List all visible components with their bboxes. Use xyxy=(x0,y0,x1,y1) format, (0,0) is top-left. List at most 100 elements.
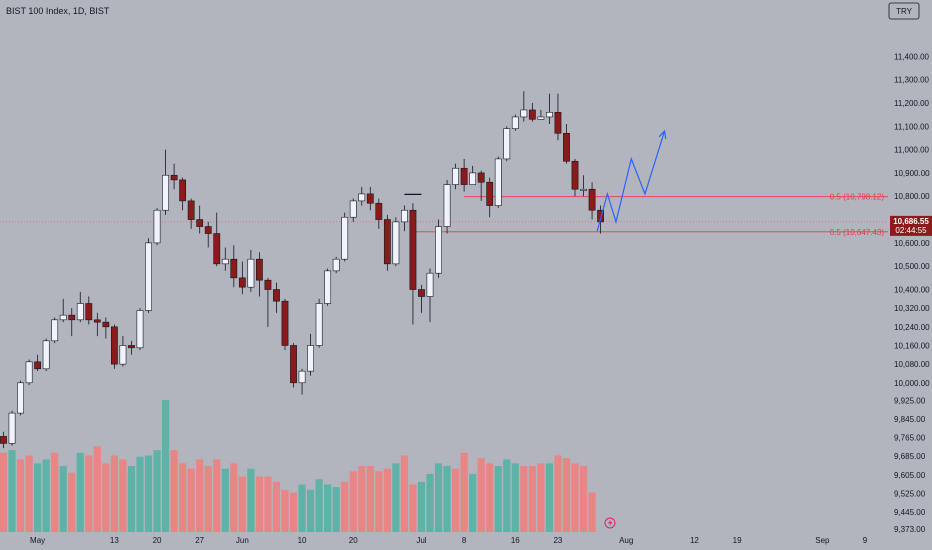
candle-down xyxy=(93,312,101,337)
projection-path xyxy=(596,129,667,232)
time-axis[interactable]: May 13 20 27 Jun 10 20 Jul 8 16 23 Aug 12 19 Sep 9 xyxy=(30,536,868,545)
candle-body xyxy=(494,158,502,206)
candle-body xyxy=(307,345,314,372)
candle-down xyxy=(68,308,76,337)
candle-body xyxy=(76,303,84,321)
candle-down xyxy=(409,203,417,325)
volume-bar xyxy=(409,484,417,532)
candle-body xyxy=(187,200,195,220)
volume-bar xyxy=(25,455,33,532)
volume-bar xyxy=(392,463,400,532)
volume-bar xyxy=(8,450,16,532)
candle-body xyxy=(255,258,263,281)
candle-body xyxy=(469,172,477,185)
volume-bar xyxy=(16,459,25,532)
volume-bar xyxy=(247,468,255,532)
volume-bar xyxy=(579,466,588,532)
volume-bar xyxy=(588,492,596,532)
y-tick-label: 11,400.00 xyxy=(894,52,930,61)
candle-down xyxy=(170,163,178,190)
volume-bar xyxy=(554,455,562,532)
candle-body xyxy=(315,303,323,346)
candle-up xyxy=(580,175,587,197)
volume-bar xyxy=(528,466,536,532)
candle-body xyxy=(110,326,118,365)
y-tick-label: 11,100.00 xyxy=(894,122,930,131)
volume-bar xyxy=(272,481,281,532)
candle-up xyxy=(341,212,349,262)
projection-arrowhead xyxy=(658,129,667,139)
y-tick-label: 10,080.00 xyxy=(894,360,930,369)
candle-body xyxy=(42,340,50,370)
volume-bar xyxy=(315,479,323,532)
candle-down xyxy=(290,343,297,388)
candle-body xyxy=(238,277,246,288)
candle-up xyxy=(17,380,24,416)
candle-up xyxy=(503,126,511,162)
x-tick-label: Sep xyxy=(815,536,830,545)
candle-body xyxy=(554,111,562,134)
candle-down xyxy=(418,284,425,313)
volume-bar xyxy=(238,476,246,532)
candle-up xyxy=(349,198,357,222)
volume-bar xyxy=(545,463,554,532)
volume-bar xyxy=(187,468,195,532)
candle-up xyxy=(25,359,33,386)
candle-body xyxy=(281,300,289,346)
volume-bar xyxy=(221,468,229,532)
candle-down xyxy=(588,182,596,220)
candle-up xyxy=(42,338,50,372)
currency-button[interactable]: TRY xyxy=(888,2,920,20)
candle-body xyxy=(383,219,391,265)
volume-bar xyxy=(434,463,443,532)
candle-body xyxy=(85,303,93,321)
candle-up xyxy=(358,186,366,206)
lightning-icon[interactable] xyxy=(604,517,616,529)
volume-bar xyxy=(119,459,127,532)
x-tick-label: 16 xyxy=(511,536,520,545)
volume-bar xyxy=(511,463,519,532)
candle-body xyxy=(273,289,280,302)
candle-down xyxy=(196,205,204,234)
candle-up xyxy=(392,217,400,267)
currency-label: TRY xyxy=(896,7,913,16)
candle-body xyxy=(204,226,212,234)
volume-bar xyxy=(196,459,204,532)
volume-bar xyxy=(520,466,528,532)
candle-body xyxy=(290,345,297,384)
y-tick-label: 9,845.00 xyxy=(894,415,926,424)
y-tick-label: 10,800.00 xyxy=(894,192,930,201)
candle-down xyxy=(571,158,579,197)
x-tick-label: 9 xyxy=(863,536,868,545)
y-tick-label: 9,925.00 xyxy=(894,396,926,405)
candle-body xyxy=(580,188,587,191)
candle-body xyxy=(324,270,332,304)
volume-bar xyxy=(358,466,366,532)
candle-up xyxy=(511,114,519,131)
candle-body xyxy=(0,436,7,444)
price-axis[interactable]: 11,400.00 11,300.00 11,200.00 11,100.00 11,0… xyxy=(894,52,930,534)
volume-bar xyxy=(161,400,170,532)
x-tick-label: 20 xyxy=(349,536,358,545)
candle-down xyxy=(383,214,391,271)
x-tick-label: 23 xyxy=(553,536,562,545)
fib-label: 0.5 (10,798.12) xyxy=(830,193,885,202)
candle-down xyxy=(204,221,212,248)
candle-body xyxy=(401,209,408,223)
candle-down xyxy=(528,102,536,122)
y-tick-label: 11,200.00 xyxy=(894,99,930,108)
volume-bar xyxy=(68,472,76,532)
volume-bar xyxy=(494,466,502,532)
candle-up xyxy=(426,268,434,323)
candle-body xyxy=(153,209,161,244)
x-tick-label: Aug xyxy=(619,536,633,545)
candle-body xyxy=(537,116,545,120)
volume-bar xyxy=(417,481,426,532)
y-tick-label: 11,300.00 xyxy=(894,76,930,85)
candle-down xyxy=(238,261,246,295)
y-tick-label: 10,320.00 xyxy=(894,304,930,313)
candle-up xyxy=(8,410,16,446)
volume-bar xyxy=(451,468,460,532)
candle-up xyxy=(153,207,161,246)
